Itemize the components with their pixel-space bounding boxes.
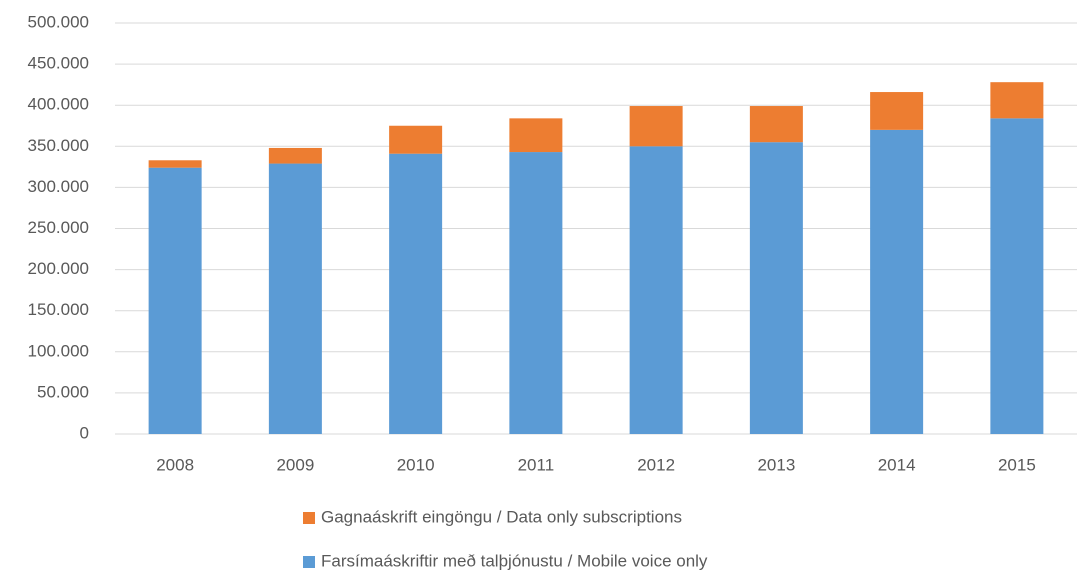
bar-segment [268, 163, 322, 434]
x-tick-label: 2013 [757, 455, 795, 474]
bar-segment [990, 82, 1044, 119]
y-tick-label: 50.000 [37, 382, 89, 401]
bar-segment [870, 129, 924, 435]
bar-segment [148, 167, 202, 434]
bar-segment [749, 106, 803, 143]
legend-label: Farsímaáskriftir með talþjónustu / Mobil… [321, 551, 708, 570]
bar-segment [389, 153, 443, 434]
bar-segment [389, 125, 443, 154]
bar-segment [268, 147, 322, 164]
x-tick-label: 2014 [878, 455, 916, 474]
legend-label: Gagnaáskrift eingöngu / Data only subscr… [321, 507, 682, 526]
y-tick-label: 150.000 [28, 300, 89, 319]
y-tick-label: 100.000 [28, 341, 89, 360]
bar-segment [509, 118, 563, 153]
bar-segment [629, 146, 683, 435]
x-tick-label: 2012 [637, 455, 675, 474]
y-tick-label: 350.000 [28, 136, 89, 155]
legend-swatch [303, 556, 315, 568]
bar-segment [749, 142, 803, 434]
x-tick-label: 2009 [276, 455, 314, 474]
x-tick-label: 2008 [156, 455, 194, 474]
x-tick-label: 2010 [397, 455, 435, 474]
y-tick-label: 400.000 [28, 95, 89, 114]
legend-swatch [303, 512, 315, 524]
bar-segment [148, 160, 202, 168]
y-tick-label: 300.000 [28, 177, 89, 196]
bar-segment [629, 106, 683, 147]
y-tick-label: 200.000 [28, 259, 89, 278]
bar-segment [870, 92, 924, 130]
bar-segment [990, 118, 1044, 435]
y-tick-label: 500.000 [28, 12, 89, 31]
bar-segment [509, 152, 563, 434]
x-tick-label: 2011 [518, 455, 555, 474]
y-tick-label: 0 [80, 423, 89, 442]
y-tick-label: 250.000 [28, 218, 89, 237]
y-tick-label: 450.000 [28, 54, 89, 73]
x-tick-label: 2015 [998, 455, 1036, 474]
